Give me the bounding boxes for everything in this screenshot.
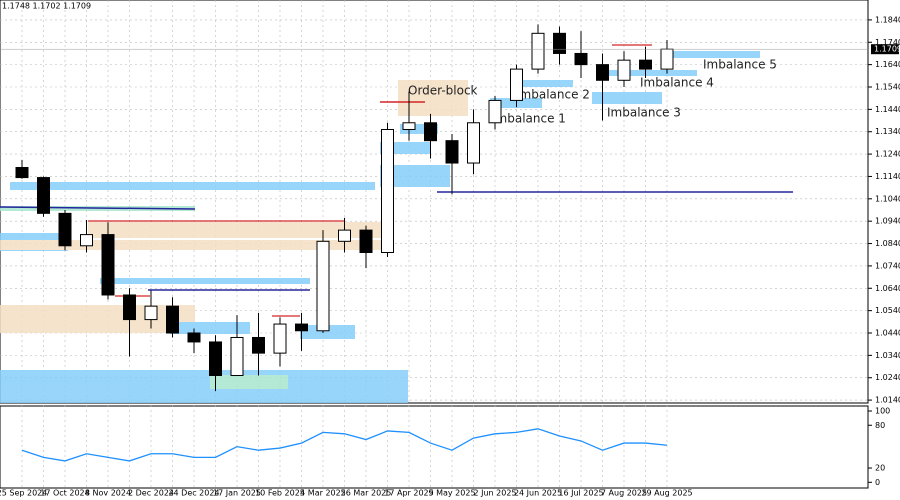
x-tick-label: 24 Jun 2025 (514, 489, 562, 498)
candle-body (510, 68, 523, 101)
candle-body (488, 99, 502, 124)
candle-body (166, 305, 179, 334)
zone (10, 182, 375, 190)
candle-body (639, 59, 652, 70)
candle-body (15, 167, 29, 179)
x-tick-label: 2 Dec 2024 (128, 489, 174, 498)
candle-body (273, 323, 287, 354)
candle-body (230, 336, 244, 376)
y-tick-label: 100 (875, 406, 890, 415)
annotation: Order-block (408, 84, 478, 98)
candle-body (445, 140, 459, 164)
y-tick-label: 1.1140 (875, 172, 900, 181)
candle-body (660, 48, 674, 70)
zone (210, 375, 288, 389)
y-tick-label: 1.0540 (875, 306, 900, 315)
zone (0, 370, 408, 403)
zone (398, 80, 468, 116)
x-tick-label: 17 Jan 2025 (213, 489, 261, 498)
candle-body (144, 305, 158, 321)
zone (400, 124, 438, 134)
candle-body (402, 122, 416, 130)
y-tick-label: 1.1340 (875, 127, 900, 136)
candle-body (58, 212, 72, 247)
y-tick-label: 1.0940 (875, 217, 900, 226)
candle-body (101, 234, 115, 296)
annotation: Imbalance 1 (492, 112, 566, 126)
candle-body (596, 64, 609, 81)
x-tick-label: 4 Mar 2025 (300, 489, 346, 498)
y-tick-label: 1.0440 (875, 329, 900, 338)
x-tick-label: 25 Sep 2024 (0, 489, 47, 498)
y-tick-label: 1.0340 (875, 351, 900, 360)
candle-body (37, 177, 50, 214)
indicator-panel (0, 405, 869, 489)
x-tick-label: 24 Dec 2024 (168, 489, 219, 498)
y-tick-label: 80 (875, 421, 885, 430)
x-tick-label: 9 May 2025 (428, 489, 475, 498)
y-tick-label: 1.0240 (875, 373, 900, 382)
zone (518, 80, 573, 87)
candle-body (381, 128, 394, 253)
y-tick-label: 1.1840 (875, 15, 900, 24)
price-marker-label: 1.1709 (874, 45, 900, 54)
candle-body (80, 234, 93, 247)
candle-body (123, 294, 136, 321)
zone (100, 278, 310, 284)
zone (0, 305, 195, 333)
main-panel (0, 0, 869, 404)
candle-body (316, 240, 330, 332)
y-tick-label: 1.1440 (875, 105, 900, 114)
y-tick-label: 1.0640 (875, 284, 900, 293)
y-tick-label: 1.1540 (875, 82, 900, 91)
candle-body (359, 229, 373, 253)
zone (380, 165, 450, 187)
x-tick-label: 8 Nov 2024 (85, 489, 131, 498)
y-tick-label: 0 (875, 478, 880, 487)
y-tick-label: 1.1640 (875, 60, 900, 69)
candle-body (252, 336, 265, 354)
chart-header: 1.1748 1.1702 1.1709 (2, 2, 91, 11)
y-tick-label: 1.1240 (875, 150, 900, 159)
y-tick-label: 1.1040 (875, 194, 900, 203)
x-tick-label: 17 Apr 2025 (384, 489, 433, 498)
zone (592, 92, 662, 104)
y-tick-label: 20 (875, 464, 885, 473)
zone (300, 325, 355, 339)
indicator-line (21, 428, 668, 462)
annotation: Imbalance 4 (640, 76, 714, 90)
x-tick-label: 16 Jul 2025 (558, 489, 603, 498)
price-marker (871, 44, 899, 55)
y-tick-label: 1.1740 (875, 38, 900, 47)
candle-body (574, 52, 588, 66)
y-tick-label: 1.0840 (875, 239, 900, 248)
candle-body (467, 122, 480, 164)
zone (605, 70, 697, 76)
x-tick-label: 10 Feb 2025 (255, 489, 305, 498)
x-tick-label: 2 Jun 2025 (473, 489, 516, 498)
x-tick-label: 17 Oct 2024 (40, 489, 89, 498)
level-line (0, 206, 196, 210)
candle-body (338, 229, 351, 242)
x-tick-label: 7 Aug 2025 (601, 489, 647, 498)
x-tick-label: 26 Mar 2025 (341, 489, 392, 498)
candle-body (187, 332, 201, 343)
candle-body (424, 122, 437, 142)
y-tick-label: 1.0140 (875, 396, 900, 405)
annotation: Imbalance 3 (607, 106, 681, 120)
zone (170, 322, 250, 334)
x-tick-label: 29 Aug 2025 (641, 489, 692, 498)
candle-body (531, 32, 545, 70)
candle-body (295, 323, 308, 332)
candle-body (553, 32, 566, 54)
y-tick-label: 1.0740 (875, 261, 900, 270)
candle-body (617, 59, 631, 81)
zone (88, 222, 385, 238)
annotation: Imbalance 2 (516, 88, 590, 102)
zone (670, 51, 760, 58)
candle-body (209, 341, 222, 376)
zone (0, 240, 385, 250)
annotation: Imbalance 5 (703, 58, 777, 72)
